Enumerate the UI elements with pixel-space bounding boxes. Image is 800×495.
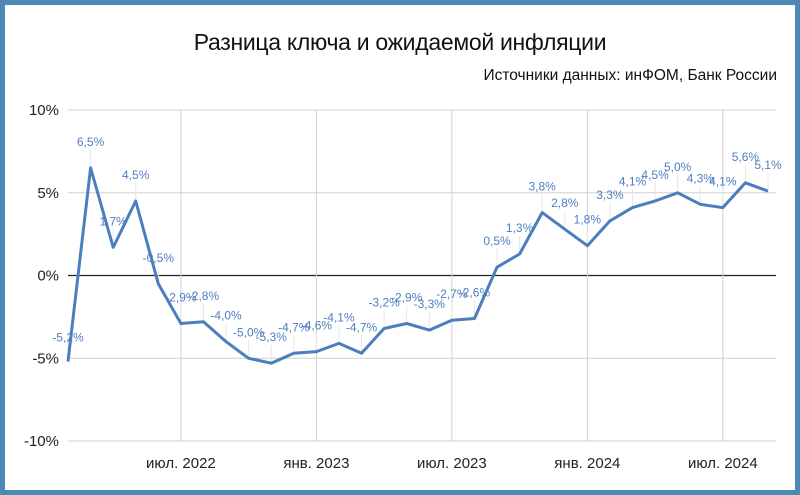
data-label: -2,9% bbox=[391, 290, 423, 304]
y-tick-label: -10% bbox=[24, 433, 59, 450]
data-label: 3,8% bbox=[529, 180, 557, 194]
data-label: -2,7% bbox=[436, 287, 468, 301]
data-label: 0,5% bbox=[483, 234, 511, 248]
data-label: -5,3% bbox=[256, 330, 288, 344]
data-label: 1,8% bbox=[574, 213, 602, 227]
chart-card: Разница ключа и ожидаемой инфляции Источ… bbox=[5, 5, 795, 490]
data-label: -4,0% bbox=[210, 309, 242, 323]
chart-subtitle: Источники данных: инФОМ, Банк России bbox=[483, 67, 777, 84]
x-tick-label: июл. 2023 bbox=[417, 455, 487, 472]
data-label: -2,9% bbox=[165, 290, 197, 304]
data-label: 5,1% bbox=[754, 158, 782, 172]
data-label: -2,8% bbox=[188, 289, 220, 303]
data-label: 5,6% bbox=[732, 150, 760, 164]
data-label: -0,5% bbox=[143, 251, 175, 265]
y-tick-label: 0% bbox=[37, 268, 59, 285]
y-tick-label: 5% bbox=[37, 185, 59, 202]
x-tick-label: июл. 2024 bbox=[688, 455, 758, 472]
series-line bbox=[66, 166, 769, 365]
data-label: 4,1% bbox=[709, 175, 737, 189]
data-label: -5,2% bbox=[52, 331, 84, 345]
y-tick-label: -5% bbox=[32, 350, 59, 367]
data-label: -4,1% bbox=[323, 310, 355, 324]
data-label: 4,3% bbox=[687, 171, 715, 185]
data-label: 5,0% bbox=[664, 160, 692, 174]
x-tick-label: янв. 2023 bbox=[283, 455, 349, 472]
data-label: 1,3% bbox=[506, 221, 534, 235]
data-label: 6,5% bbox=[77, 135, 105, 149]
x-tick-label: янв. 2024 bbox=[554, 455, 620, 472]
data-label: 4,5% bbox=[641, 168, 669, 182]
data-label: 2,8% bbox=[551, 196, 579, 210]
chart-title: Разница ключа и ожидаемой инфляции bbox=[193, 29, 607, 55]
data-label: 4,5% bbox=[122, 168, 150, 182]
data-label: -4,6% bbox=[301, 319, 333, 333]
data-label: -2,6% bbox=[459, 286, 491, 300]
x-tick-label: июл. 2022 bbox=[146, 455, 216, 472]
data-label: -3,3% bbox=[414, 297, 446, 311]
data-label: -5,0% bbox=[233, 325, 265, 339]
data-label: 4,1% bbox=[619, 175, 647, 189]
y-tick-label: 10% bbox=[29, 102, 59, 119]
data-label: 3,3% bbox=[596, 188, 624, 202]
data-label: -3,2% bbox=[368, 295, 400, 309]
data-label: -4,7% bbox=[278, 320, 310, 334]
data-label: -4,7% bbox=[346, 320, 378, 334]
